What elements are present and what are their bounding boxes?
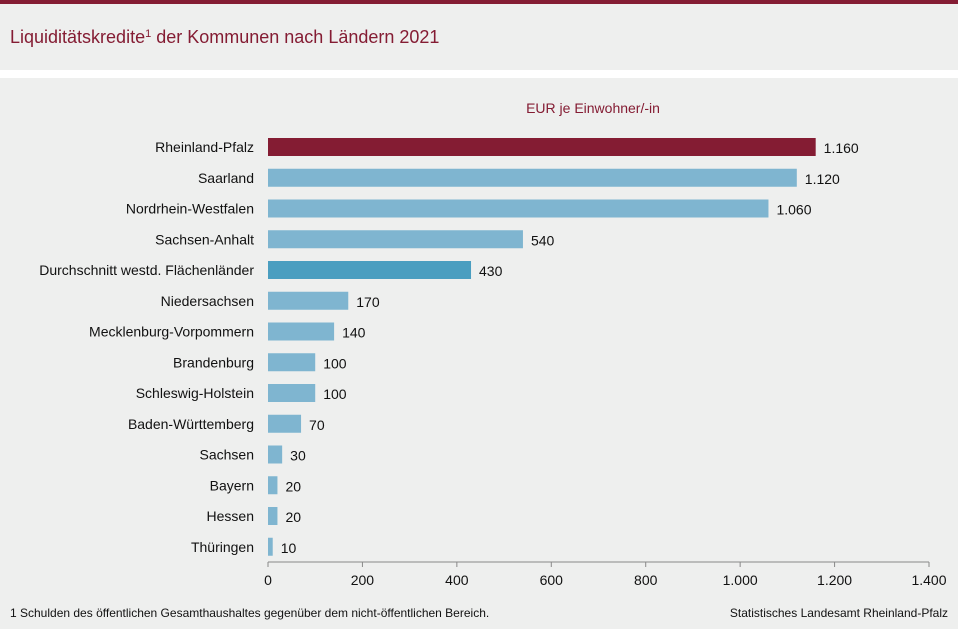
- category-label: Sachsen-Anhalt: [155, 231, 254, 247]
- header-divider: [0, 70, 958, 78]
- value-label: 20: [285, 478, 301, 494]
- value-label: 100: [323, 386, 347, 402]
- category-label: Durchschnitt westd. Flächenländer: [39, 262, 254, 278]
- value-label: 540: [531, 232, 555, 248]
- x-tick-label: 600: [540, 572, 564, 588]
- bar: [268, 199, 769, 218]
- bar: [268, 445, 283, 464]
- value-label: 1.060: [776, 202, 811, 218]
- bar: [268, 168, 797, 187]
- category-label: Brandenburg: [173, 354, 254, 370]
- category-label: Rheinland-Pfalz: [155, 139, 254, 155]
- category-label: Schleswig-Holstein: [136, 385, 254, 401]
- bar: [268, 138, 816, 156]
- top-accent-bar: [0, 0, 958, 4]
- category-label: Baden-Württemberg: [128, 416, 254, 432]
- bar: [268, 507, 278, 525]
- value-label: 30: [290, 448, 306, 464]
- category-label: Mecklenburg-Vorpommern: [89, 324, 254, 340]
- footnote: 1 Schulden des öffentlichen Gesamthausha…: [10, 606, 490, 620]
- value-label: 100: [323, 355, 347, 371]
- category-label: Niedersachsen: [161, 293, 254, 309]
- x-tick-label: 800: [634, 572, 658, 588]
- bar: [268, 476, 278, 495]
- bar: [268, 322, 335, 341]
- bar: [268, 537, 273, 556]
- x-tick-label: 400: [445, 572, 469, 588]
- x-tick-label: 200: [351, 572, 375, 588]
- bar: [268, 384, 316, 402]
- bar: [268, 230, 523, 249]
- value-label: 140: [342, 325, 366, 341]
- title-footnote-marker: 1: [145, 28, 152, 40]
- category-label: Nordrhein-Westfalen: [126, 201, 254, 217]
- value-label: 1.160: [824, 140, 859, 156]
- unit-label: EUR je Einwohner/-in: [526, 100, 660, 116]
- source-label: Statistisches Landesamt Rheinland-Pfalz: [729, 606, 948, 620]
- chart-title: Liquiditätskredite1 der Kommunen nach Lä…: [10, 27, 439, 48]
- category-label: Hessen: [207, 508, 254, 524]
- value-label: 10: [281, 540, 297, 556]
- bar: [268, 353, 316, 372]
- bar: [268, 261, 472, 279]
- x-tick-label: 1.200: [817, 572, 852, 588]
- x-tick-label: 1.000: [723, 572, 758, 588]
- bar: [268, 291, 349, 310]
- title-text-rest: der Kommunen nach Ländern 2021: [151, 27, 440, 47]
- value-label: 1.120: [805, 171, 840, 187]
- category-label: Saarland: [198, 170, 254, 186]
- value-label: 20: [285, 509, 301, 525]
- bar: [268, 414, 302, 433]
- category-label: Thüringen: [191, 539, 254, 555]
- value-label: 70: [309, 417, 325, 433]
- value-label: 170: [356, 294, 380, 310]
- x-tick-label: 1.400: [911, 572, 946, 588]
- category-label: Sachsen: [200, 447, 254, 463]
- value-label: 430: [479, 263, 503, 279]
- x-tick-label: 0: [264, 572, 272, 588]
- category-label: Bayern: [210, 477, 254, 493]
- title-text: Liquiditätskredite: [10, 27, 146, 47]
